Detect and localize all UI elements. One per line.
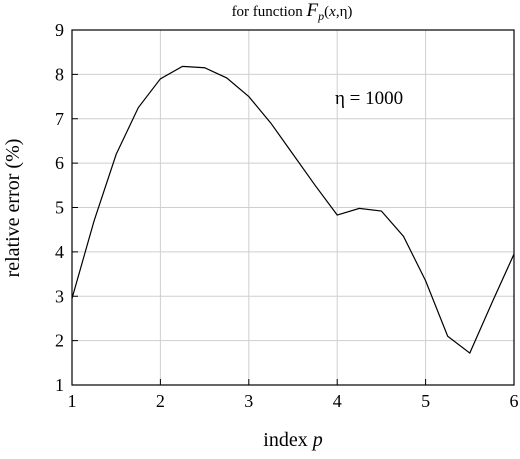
y-tick-label: 2 bbox=[55, 331, 64, 351]
y-tick-label: 6 bbox=[55, 153, 64, 173]
x-tick-label: 1 bbox=[68, 391, 77, 411]
x-tick-label: 6 bbox=[510, 391, 519, 411]
y-axis-title: relative error (%) bbox=[2, 139, 24, 278]
eta-annotation: η = 1000 bbox=[335, 88, 403, 109]
chart-title: for function Fp(x,η) bbox=[232, 0, 353, 23]
y-tick-label: 4 bbox=[55, 242, 64, 262]
y-tick-label: 5 bbox=[55, 198, 64, 218]
y-tick-label: 1 bbox=[55, 375, 64, 395]
x-tick-label: 5 bbox=[421, 391, 430, 411]
y-tick-label: 8 bbox=[55, 64, 64, 84]
grid-lines bbox=[72, 30, 514, 385]
y-tick-label: 9 bbox=[55, 20, 64, 40]
axis-ticks: 1 2 3 4 5 6 1 2 3 4 5 6 7 8 9 bbox=[55, 20, 519, 411]
series-line-0 bbox=[71, 65, 515, 354]
y-tick-label: 7 bbox=[55, 109, 64, 129]
data-series bbox=[71, 65, 515, 354]
y-tick-label: 3 bbox=[55, 286, 64, 306]
x-tick-label: 4 bbox=[333, 391, 342, 411]
x-tick-label: 3 bbox=[244, 391, 253, 411]
x-axis-title: index p bbox=[263, 429, 322, 451]
x-tick-label: 2 bbox=[156, 391, 165, 411]
